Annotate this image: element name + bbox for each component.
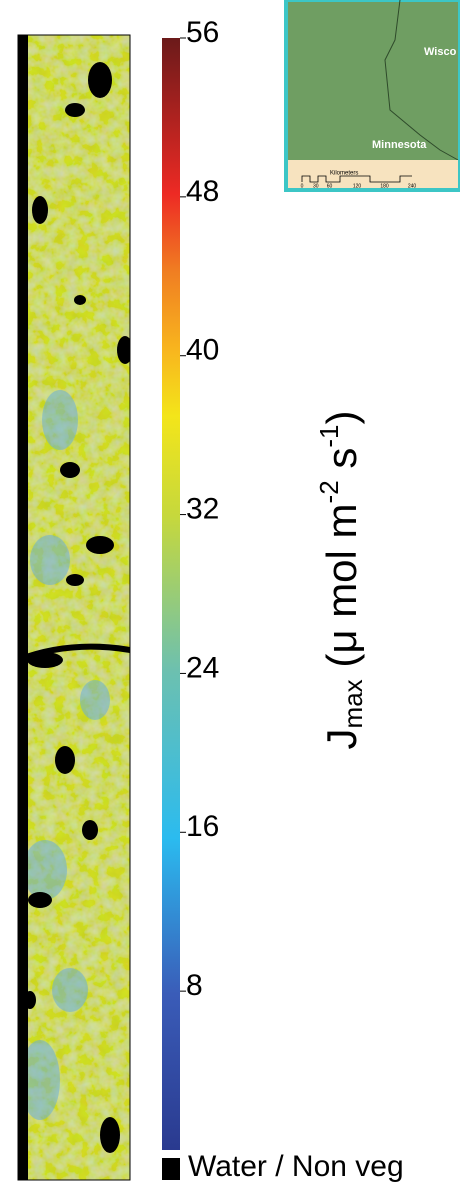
label-superscript: -1 xyxy=(314,425,344,448)
colorbar-label: Jmax (μ mol m-2 s-1) xyxy=(314,411,368,750)
scale-label: 240 xyxy=(408,183,417,189)
scale-label: 60 xyxy=(327,183,333,189)
colorbar xyxy=(162,38,180,1150)
image-strip xyxy=(18,35,133,1180)
nodata-swatch xyxy=(162,1158,180,1180)
label-subscript: max xyxy=(338,679,368,728)
tick-label: 56 xyxy=(186,16,219,49)
label-superscript: -2 xyxy=(314,480,344,503)
scale-label: 0 xyxy=(301,183,304,189)
scale-label: 120 xyxy=(353,183,362,189)
tick-label: 40 xyxy=(186,334,219,367)
tick-label: 24 xyxy=(186,651,219,684)
nodata-label: Water / Non veg xyxy=(188,1150,404,1183)
tick-label: 32 xyxy=(186,492,219,525)
scale-label: 180 xyxy=(380,183,389,189)
tick-label: 8 xyxy=(186,969,203,1002)
figure: Water / Non veg 56 48 40 32 24 16 8 Jmax (μ mo… xyxy=(0,0,460,1186)
scale-label: 30 xyxy=(313,183,319,189)
label-part: J xyxy=(318,728,365,749)
tick-label: 16 xyxy=(186,810,219,843)
label-part: s xyxy=(318,448,365,481)
label-part: ) xyxy=(318,411,365,425)
map-label: Wisco xyxy=(424,46,457,58)
label-part: (μ mol m xyxy=(318,503,365,679)
map-label: Minnesota xyxy=(372,139,427,151)
tick-label: 48 xyxy=(186,175,219,208)
